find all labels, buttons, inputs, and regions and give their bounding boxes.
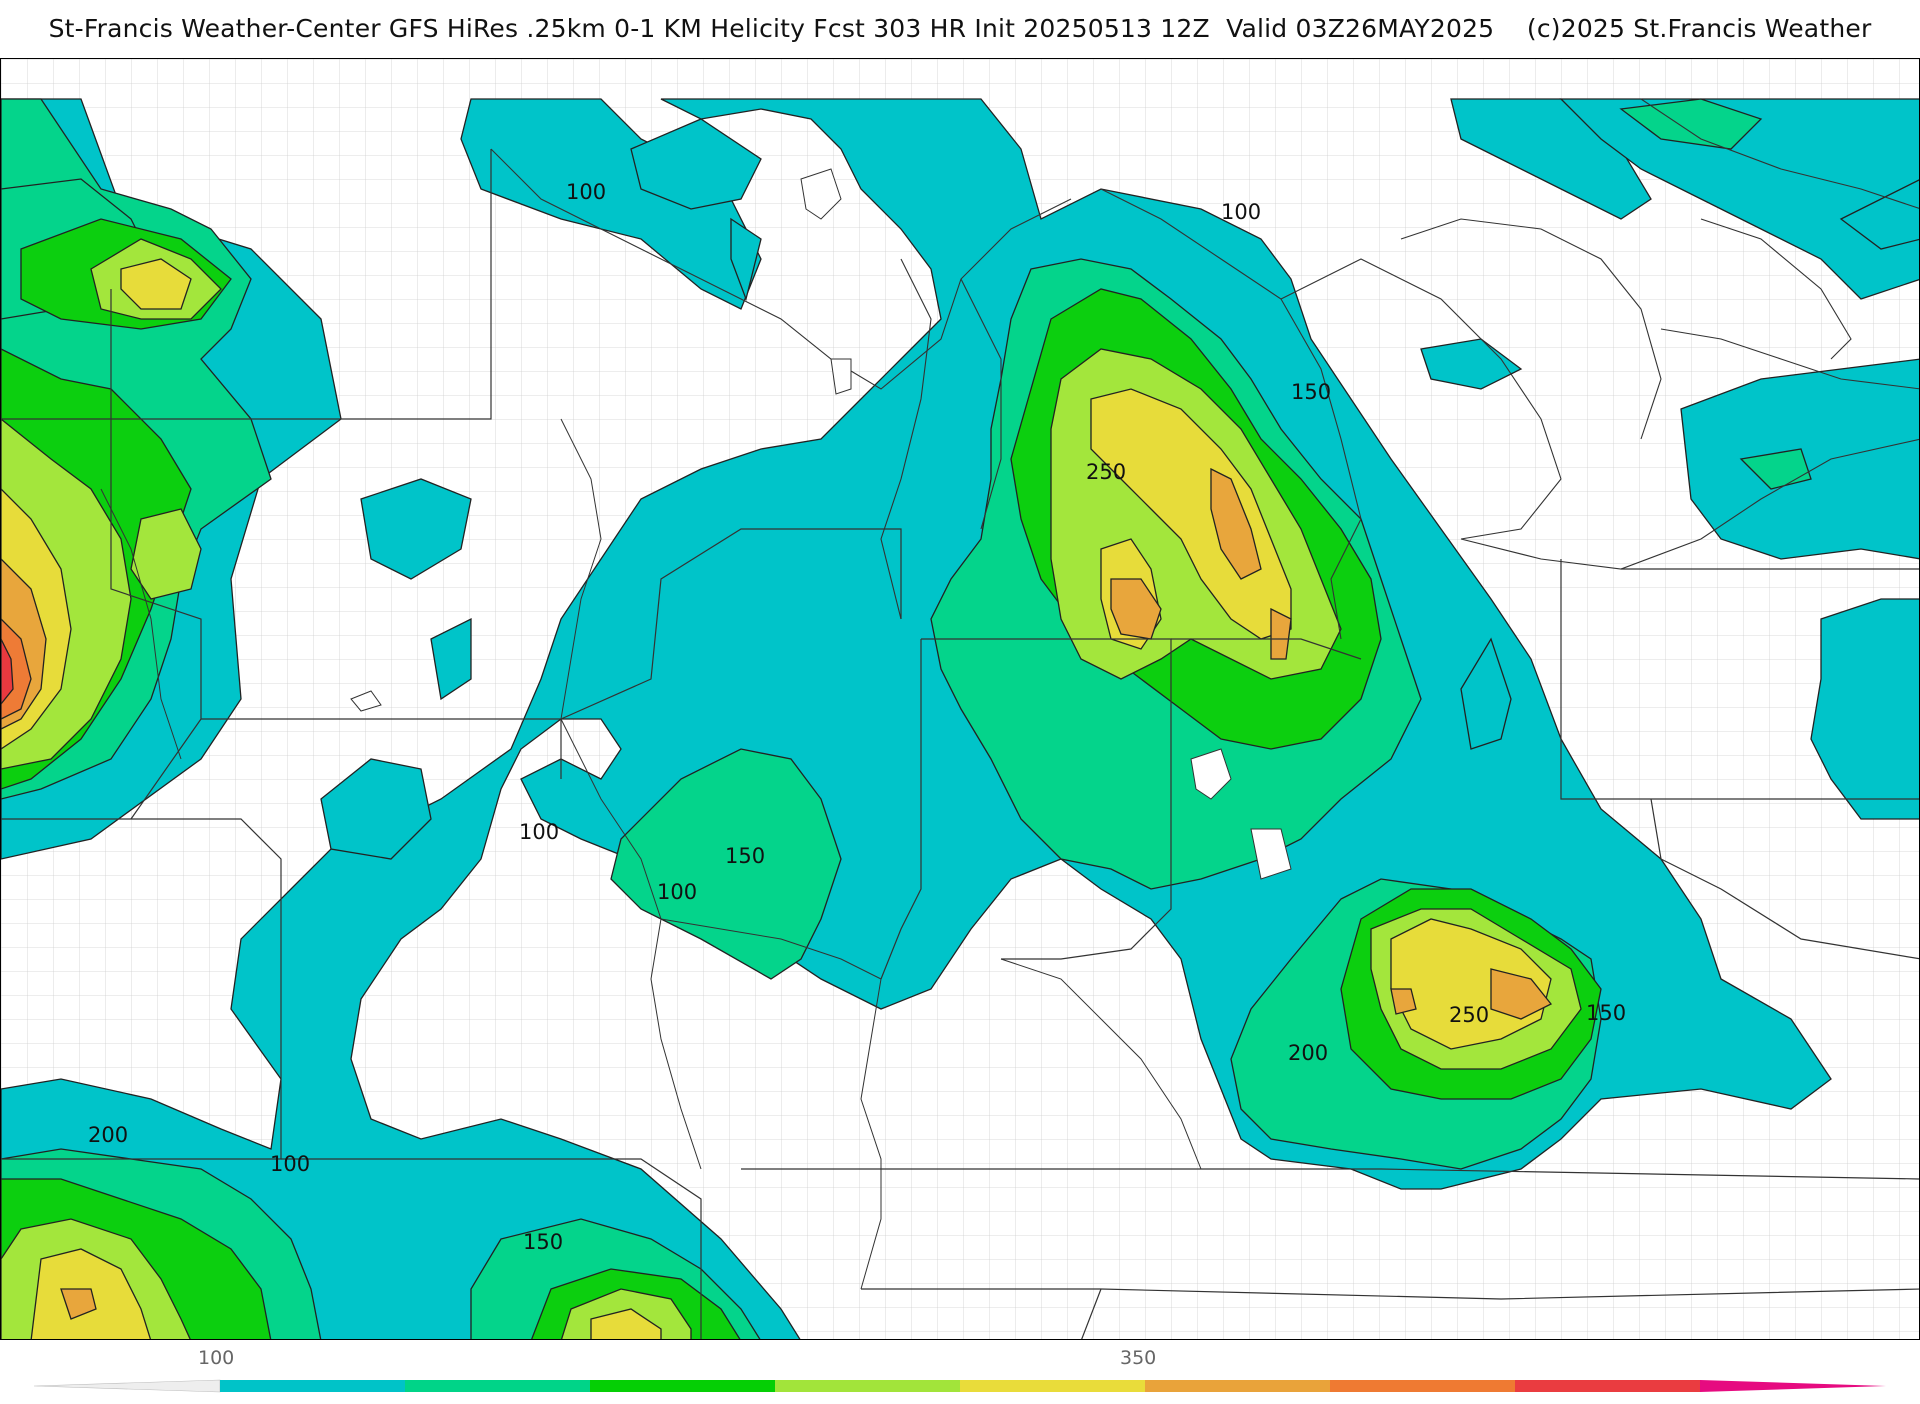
contour-label: 250	[1449, 1003, 1489, 1027]
contour-label: 100	[270, 1152, 310, 1176]
contour-label: 200	[88, 1123, 128, 1147]
colorbar-segment	[220, 1380, 405, 1392]
colorbar-segment	[960, 1380, 1145, 1392]
colorbar-canvas: 100 350	[33, 1347, 1886, 1393]
contour-label: 150	[523, 1230, 563, 1254]
contour-label: 150	[725, 844, 765, 868]
colorbar-tick-label: 350	[1120, 1347, 1156, 1369]
colorbar-tick-label: 100	[198, 1347, 234, 1369]
colorbar: 100 350	[0, 1340, 1920, 1400]
colorbar-segment	[1330, 1380, 1515, 1392]
colorbar-segments	[220, 1380, 1700, 1392]
contour-label: 100	[566, 180, 606, 204]
helicity-band-350	[1, 467, 1553, 1320]
colorbar-segment	[1515, 1380, 1700, 1392]
helicity-map: 100 100 150 250 100 150 100 150 250 200 …	[0, 58, 1920, 1340]
colorbar-segment	[1145, 1380, 1330, 1392]
contour-label: 100	[519, 820, 559, 844]
helicity-band-450	[1, 638, 14, 706]
rivers	[100, 418, 1202, 1290]
contour-label: 150	[1586, 1001, 1626, 1025]
colorbar-segment	[590, 1380, 775, 1392]
colorbar-segment	[775, 1380, 960, 1392]
colorbar-segment	[405, 1380, 590, 1392]
state-boundaries	[1, 149, 1919, 1339]
contour-label: 150	[1291, 380, 1331, 404]
map-title: St-Francis Weather-Center GFS HiRes .25k…	[48, 14, 1872, 43]
contour-label: 250	[1086, 460, 1126, 484]
colorbar-high-arrow	[1700, 1380, 1886, 1392]
lake-islands	[350, 168, 1292, 880]
contour-label: 100	[657, 880, 697, 904]
contour-label: 200	[1288, 1041, 1328, 1065]
colorbar-low-arrow	[33, 1379, 221, 1393]
helicity-map-canvas: 100 100 150 250 100 150 100 150 250 200 …	[1, 59, 1919, 1339]
contour-labels: 100 100 150 250 100 150 100 150 250 200 …	[88, 180, 1626, 1254]
contour-label: 100	[1221, 200, 1261, 224]
